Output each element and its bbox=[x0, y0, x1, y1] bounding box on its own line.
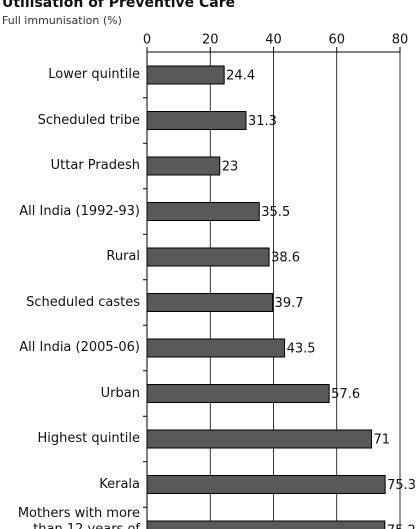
data-label: 75.2 bbox=[387, 524, 416, 529]
y-tick-label: All India (1992-93) bbox=[19, 203, 140, 219]
y-tick-label: Scheduled tribe bbox=[37, 112, 140, 128]
bar bbox=[146, 384, 330, 403]
x-tick-label: 20 bbox=[202, 33, 219, 48]
data-label: 24.4 bbox=[226, 69, 255, 84]
bar bbox=[146, 65, 225, 85]
bar bbox=[146, 156, 221, 176]
bar bbox=[146, 429, 373, 449]
y-tick-label: Rural bbox=[106, 249, 140, 264]
x-tick-label: 60 bbox=[328, 33, 345, 48]
y-tick-label: Mothers with more than 12 years of educa… bbox=[17, 506, 140, 529]
data-label: 31.3 bbox=[248, 114, 277, 129]
bar bbox=[146, 202, 260, 221]
data-label: 35.5 bbox=[261, 205, 290, 220]
y-tick-label: Highest quintile bbox=[37, 431, 140, 446]
data-label: 39.7 bbox=[275, 296, 304, 311]
bar bbox=[146, 338, 286, 358]
x-tick-label: 40 bbox=[265, 33, 282, 48]
chart-title: Utilisation of Preventive Care bbox=[2, 0, 235, 11]
bar bbox=[146, 111, 247, 130]
bar bbox=[146, 293, 274, 312]
y-tick-label: All India (2005-06) bbox=[19, 340, 140, 355]
y-tick-label: Lower quintile bbox=[48, 67, 140, 82]
chart-subtitle: Full immunisation (%) bbox=[2, 14, 122, 27]
data-label: 23 bbox=[222, 160, 239, 175]
data-label: 75.3 bbox=[387, 478, 416, 493]
x-tick-label: 80 bbox=[392, 33, 409, 48]
y-tick-label: Urban bbox=[100, 385, 140, 401]
y-tick-label: Scheduled castes bbox=[26, 294, 140, 310]
x-tick-label: 0 bbox=[143, 33, 151, 48]
data-label: 38.6 bbox=[271, 251, 300, 266]
data-label: 43.5 bbox=[287, 342, 316, 357]
bar bbox=[146, 520, 386, 529]
data-label: 71 bbox=[374, 433, 391, 448]
y-tick-label: Uttar Pradesh bbox=[50, 158, 140, 173]
y-tick-label: Kerala bbox=[99, 476, 140, 492]
bar bbox=[146, 247, 270, 267]
bar bbox=[146, 475, 386, 494]
data-label: 57.6 bbox=[331, 387, 360, 402]
